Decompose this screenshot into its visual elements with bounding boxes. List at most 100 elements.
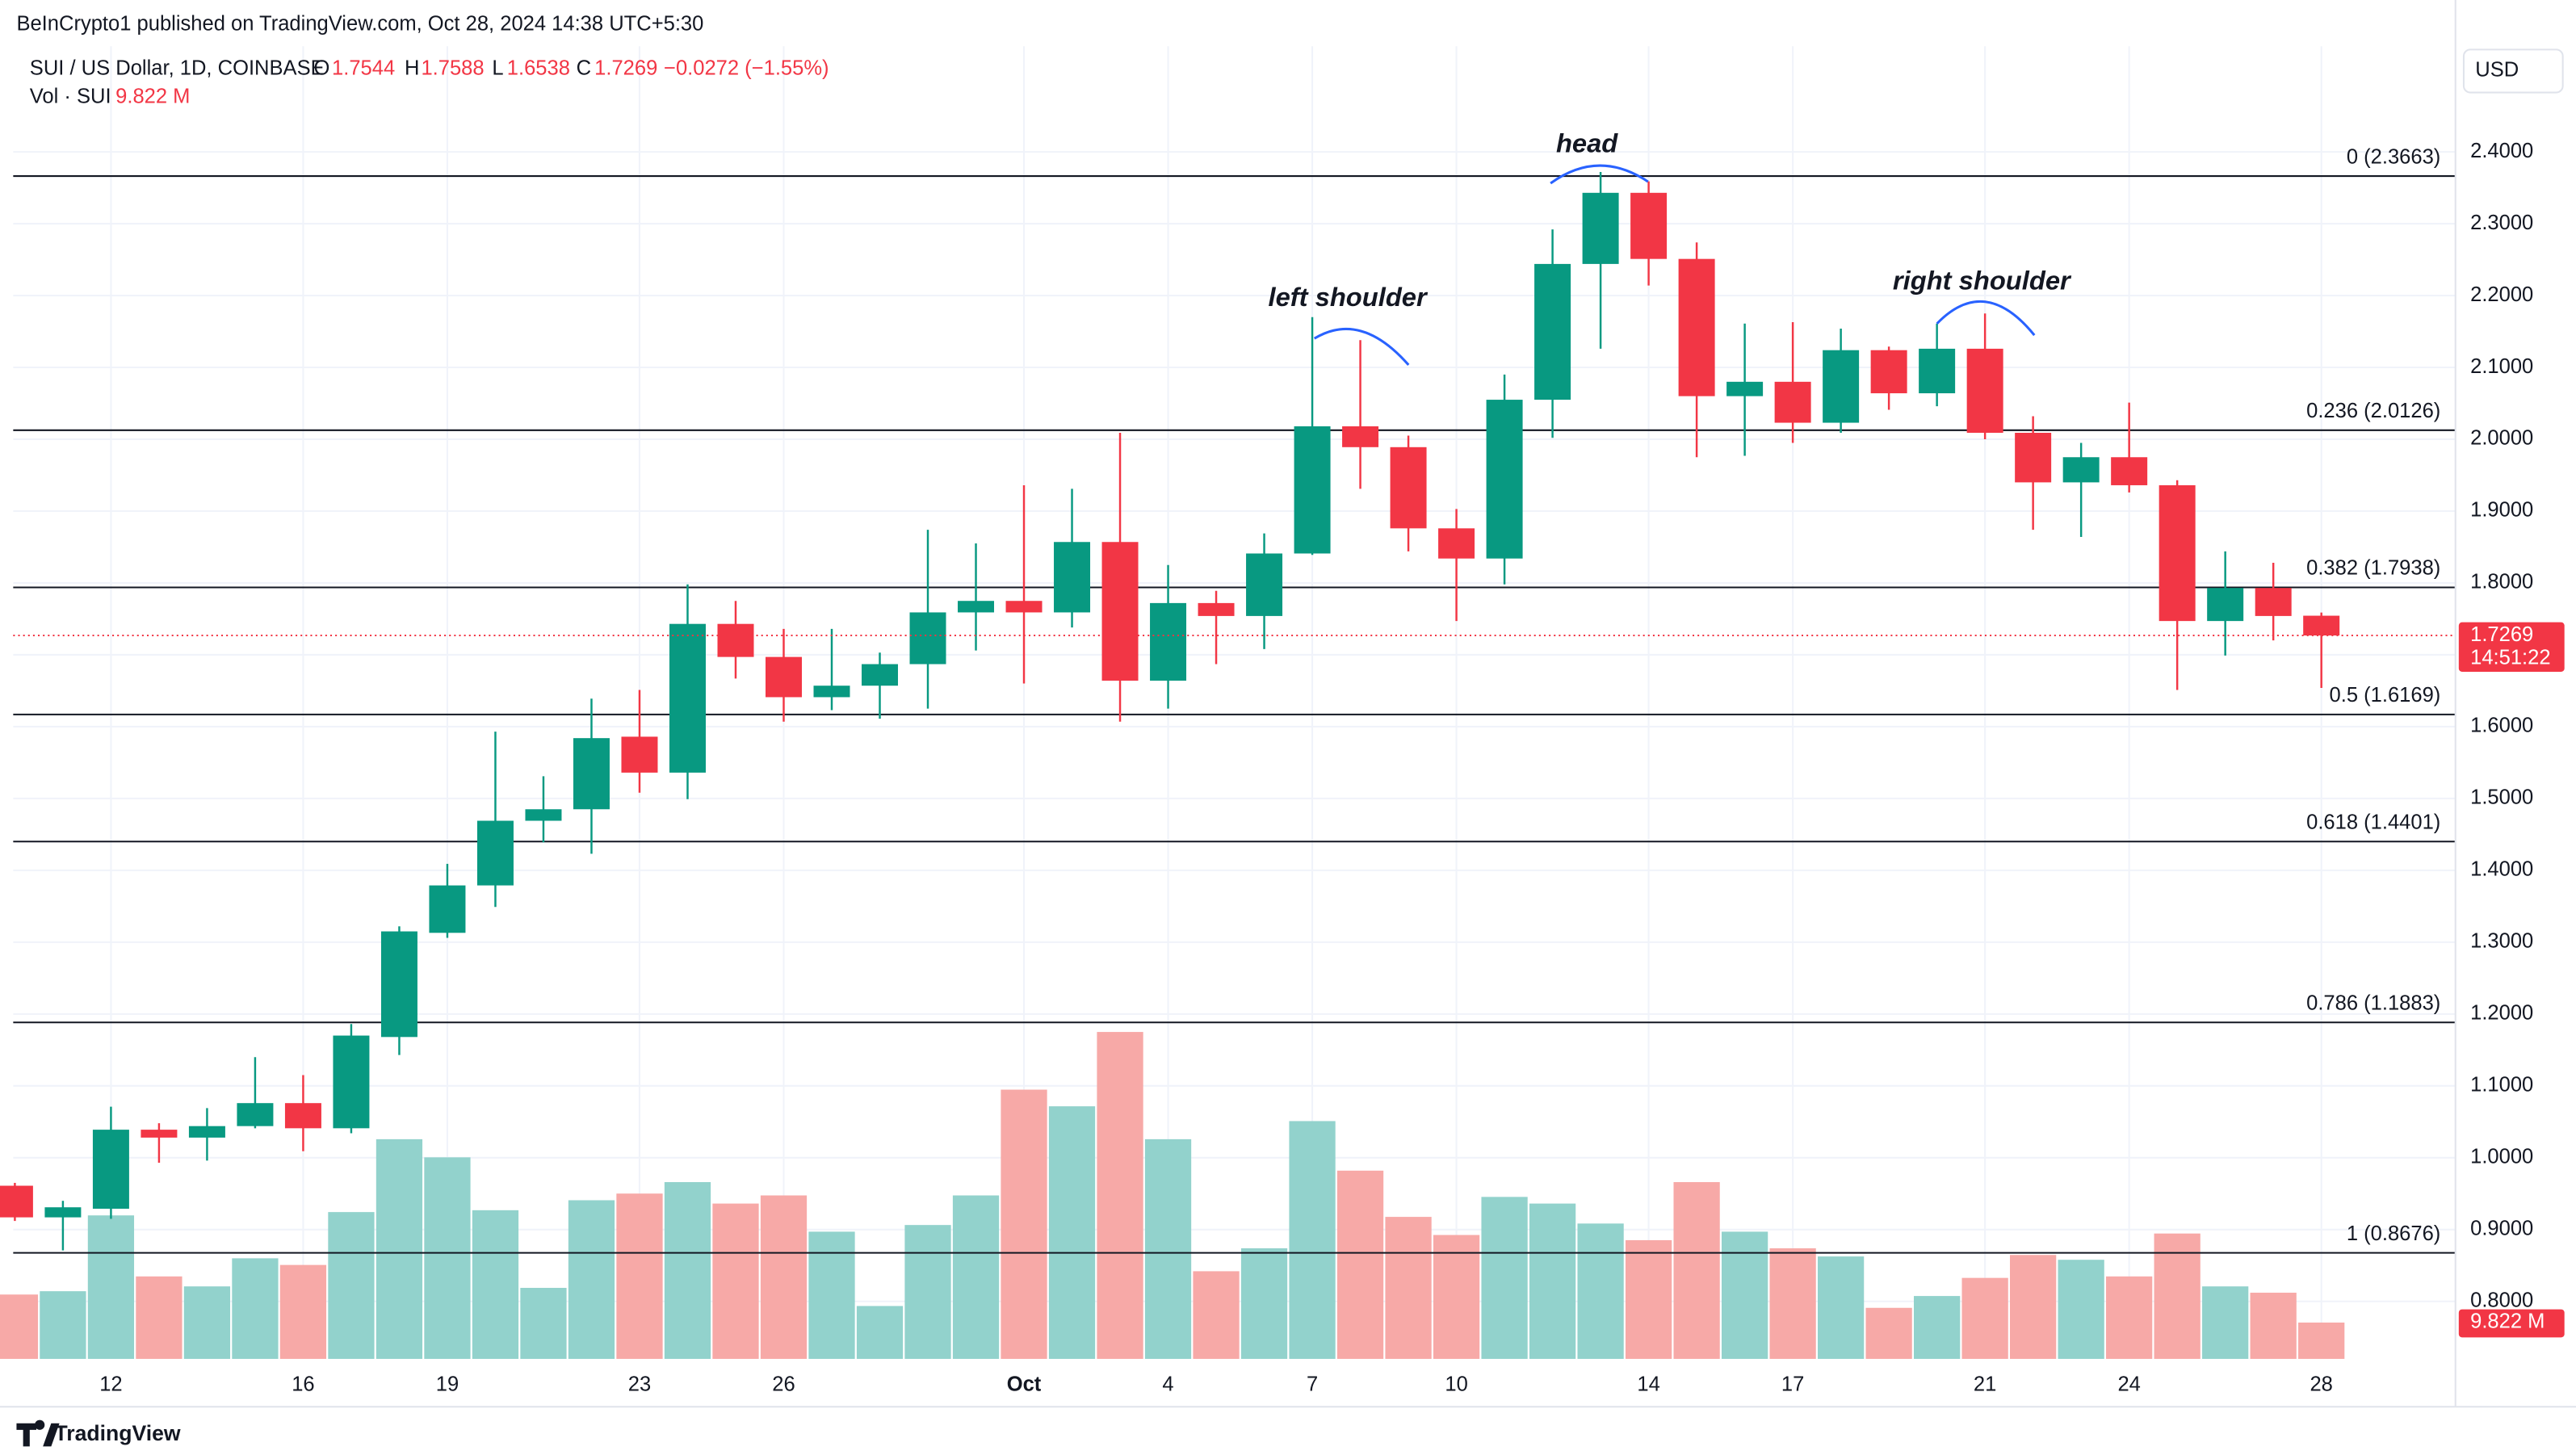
annotation: right shoulder bbox=[1893, 265, 2072, 295]
fib-label: 0 (2.3663) bbox=[2347, 145, 2440, 168]
candle-body bbox=[1919, 348, 1956, 394]
y-tick-label: 0.8000 bbox=[2470, 1289, 2533, 1312]
candle-body bbox=[1534, 263, 1571, 400]
volume-bar bbox=[1817, 1256, 1865, 1359]
last-price-box bbox=[2458, 622, 2565, 673]
candle-body bbox=[2303, 615, 2340, 636]
candle-body bbox=[1823, 350, 1860, 423]
volume-bar bbox=[1336, 1170, 1384, 1359]
candle-body bbox=[1678, 258, 1715, 396]
arc bbox=[1550, 164, 1649, 185]
candle-body bbox=[573, 738, 610, 810]
candle-body bbox=[958, 601, 995, 613]
volume-bar bbox=[1433, 1235, 1480, 1359]
volume-bar bbox=[1961, 1277, 2008, 1359]
y-tick-label: 0.9000 bbox=[2470, 1218, 2533, 1240]
candle-body bbox=[1438, 528, 1475, 559]
y-tick-label: 1.3000 bbox=[2470, 930, 2533, 953]
fib-label: 0.5 (1.6169) bbox=[2330, 684, 2441, 707]
candle-body bbox=[92, 1130, 129, 1209]
candle-body bbox=[1630, 192, 1668, 259]
candle-body bbox=[1246, 553, 1283, 616]
candle-body bbox=[813, 686, 850, 698]
candle-body bbox=[141, 1130, 178, 1138]
volume-bar bbox=[1865, 1307, 1912, 1359]
volume-bar bbox=[1289, 1121, 1336, 1359]
volume-bar bbox=[952, 1195, 1000, 1359]
volume-title: Vol · SUI bbox=[30, 85, 111, 107]
candle-body bbox=[1774, 381, 1811, 423]
volume-bar bbox=[375, 1138, 423, 1359]
volume-bar bbox=[424, 1157, 471, 1359]
fib-label: 0.618 (1.4401) bbox=[2306, 811, 2440, 833]
candle-body bbox=[1342, 426, 1379, 447]
candle-body bbox=[1054, 542, 1091, 613]
volume-bar bbox=[1001, 1089, 1047, 1359]
volume-bar bbox=[40, 1291, 86, 1359]
volume-pane bbox=[0, 1032, 2345, 1359]
candle-body bbox=[0, 1185, 33, 1218]
candle-body bbox=[862, 664, 899, 686]
candle-body bbox=[429, 885, 466, 933]
y-tick-label: 1.1000 bbox=[2470, 1074, 2533, 1096]
x-tick-label: 24 bbox=[2117, 1373, 2140, 1395]
volume-box bbox=[2458, 1309, 2565, 1338]
volume-bar bbox=[2154, 1233, 2201, 1359]
candle-body bbox=[2111, 457, 2148, 485]
candles bbox=[0, 172, 2340, 1251]
candle-body bbox=[2062, 457, 2100, 483]
volume-bar bbox=[232, 1258, 279, 1359]
arc bbox=[1936, 300, 2036, 337]
brand: TradingView bbox=[54, 1421, 180, 1445]
c-value: 1.7269 bbox=[594, 57, 657, 80]
fib-label: 0.382 (1.7938) bbox=[2306, 557, 2440, 580]
currency-button[interactable] bbox=[2462, 48, 2564, 94]
volume-bar bbox=[2010, 1255, 2057, 1359]
volume-bar bbox=[520, 1288, 567, 1359]
volume-bar bbox=[1673, 1182, 1720, 1359]
volume-bar bbox=[2058, 1260, 2104, 1359]
l-label: L bbox=[492, 57, 503, 80]
candle-body bbox=[1150, 602, 1187, 681]
volume-bar bbox=[1240, 1248, 1288, 1359]
candle-body bbox=[766, 656, 802, 698]
currency[interactable]: USD bbox=[2475, 59, 2519, 82]
candle-body bbox=[237, 1103, 274, 1126]
annotation: left shoulder bbox=[1268, 282, 1429, 312]
candle-body bbox=[2255, 588, 2292, 616]
candle-body bbox=[621, 736, 658, 773]
x-tick-label: 17 bbox=[1781, 1373, 1804, 1395]
candle-body bbox=[1198, 602, 1235, 616]
volume-bar bbox=[136, 1276, 183, 1359]
candle-body bbox=[1101, 542, 1139, 681]
y-tick-label: 1.6000 bbox=[2470, 715, 2533, 737]
candle-body bbox=[380, 931, 417, 1038]
volume-bar bbox=[2298, 1322, 2345, 1359]
arc bbox=[1313, 327, 1410, 366]
x-tick-label: 7 bbox=[1307, 1373, 1318, 1395]
candle-body bbox=[2159, 484, 2196, 622]
candle-body bbox=[2207, 588, 2244, 622]
y-tick-label: 1.4000 bbox=[2470, 858, 2533, 881]
volume-bar bbox=[568, 1200, 615, 1359]
volume-bar bbox=[1385, 1217, 1432, 1359]
countdown: 14:51:22 bbox=[2470, 646, 2550, 669]
volume-last: 9.822 M bbox=[2470, 1310, 2545, 1333]
volume-bar bbox=[856, 1306, 904, 1359]
volume-bar bbox=[1625, 1239, 1672, 1359]
y-tick-label: 1.5000 bbox=[2470, 786, 2533, 809]
volume-bar bbox=[279, 1264, 327, 1359]
volume-bar bbox=[760, 1195, 808, 1359]
candle-body bbox=[284, 1103, 321, 1129]
candle-body bbox=[476, 820, 514, 886]
volume-bar bbox=[1769, 1248, 1816, 1359]
volume-bar bbox=[1481, 1197, 1528, 1359]
volume-bar bbox=[87, 1215, 135, 1359]
volume-bar bbox=[328, 1212, 375, 1359]
volume-bar bbox=[1529, 1203, 1576, 1359]
volume-bar bbox=[904, 1225, 951, 1359]
l-value: 1.6538 bbox=[507, 57, 570, 80]
x-tick-label: 23 bbox=[628, 1373, 651, 1395]
volume-bar bbox=[616, 1193, 663, 1359]
